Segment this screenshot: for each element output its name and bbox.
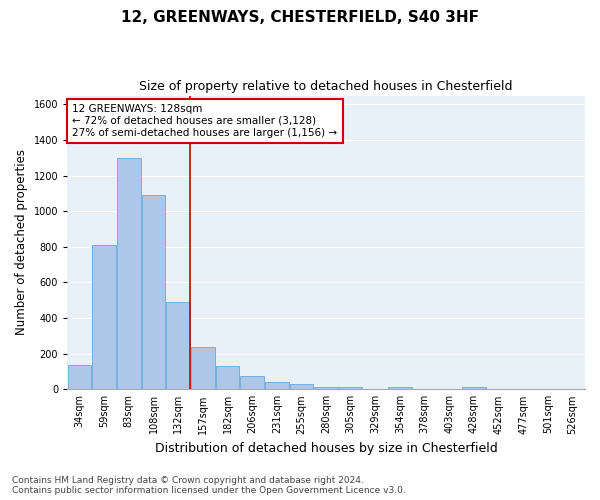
X-axis label: Distribution of detached houses by size in Chesterfield: Distribution of detached houses by size … [155, 442, 497, 455]
Bar [92, 245, 116, 390]
Bar [241, 376, 264, 390]
Bar [290, 384, 313, 390]
Title: Size of property relative to detached houses in Chesterfield: Size of property relative to detached ho… [139, 80, 513, 93]
Bar [166, 302, 190, 390]
Text: Contains HM Land Registry data © Crown copyright and database right 2024.
Contai: Contains HM Land Registry data © Crown c… [12, 476, 406, 495]
Bar [265, 382, 289, 390]
Text: 12 GREENWAYS: 128sqm
← 72% of detached houses are smaller (3,128)
27% of semi-de: 12 GREENWAYS: 128sqm ← 72% of detached h… [73, 104, 338, 138]
Bar [191, 348, 215, 390]
Bar [339, 387, 362, 390]
Text: 12, GREENWAYS, CHESTERFIELD, S40 3HF: 12, GREENWAYS, CHESTERFIELD, S40 3HF [121, 10, 479, 25]
Bar [216, 366, 239, 390]
Bar [142, 196, 165, 390]
Y-axis label: Number of detached properties: Number of detached properties [15, 150, 28, 336]
Bar [314, 387, 338, 390]
Bar [117, 158, 140, 390]
Bar [68, 365, 91, 390]
Bar [388, 387, 412, 390]
Bar [463, 387, 486, 390]
